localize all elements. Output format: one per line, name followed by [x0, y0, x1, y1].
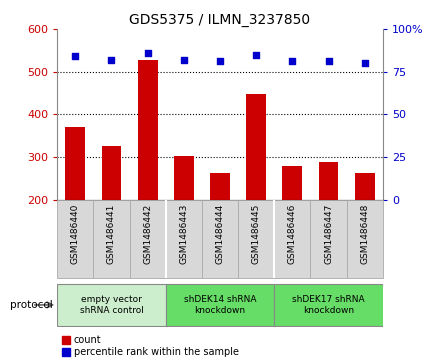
Bar [311, 200, 347, 278]
Bar [166, 200, 202, 278]
Bar [274, 284, 383, 326]
Bar [274, 200, 311, 278]
Bar [57, 200, 93, 278]
Text: GSM1486444: GSM1486444 [216, 204, 224, 264]
Bar [57, 284, 166, 326]
Legend: count, percentile rank within the sample: count, percentile rank within the sample [62, 335, 239, 357]
Point [361, 60, 368, 66]
Text: GSM1486442: GSM1486442 [143, 204, 152, 264]
Bar [166, 284, 274, 326]
Point [216, 58, 224, 64]
Bar [210, 173, 230, 200]
Title: GDS5375 / ILMN_3237850: GDS5375 / ILMN_3237850 [129, 13, 311, 26]
Bar [102, 146, 121, 200]
Text: GSM1486446: GSM1486446 [288, 204, 297, 264]
Text: protocol: protocol [10, 300, 53, 310]
Text: empty vector
shRNA control: empty vector shRNA control [80, 295, 143, 315]
Text: GSM1486441: GSM1486441 [107, 204, 116, 264]
Text: GSM1486440: GSM1486440 [71, 204, 80, 264]
Bar [93, 200, 129, 278]
Bar [174, 156, 194, 200]
Bar [238, 200, 274, 278]
Point [108, 57, 115, 63]
Bar [66, 127, 85, 200]
Bar [355, 173, 375, 200]
Bar [319, 162, 338, 200]
Text: GSM1486445: GSM1486445 [252, 204, 260, 264]
Text: GSM1486448: GSM1486448 [360, 204, 369, 264]
Point [144, 50, 151, 56]
Point [289, 58, 296, 64]
Text: shDEK17 shRNA
knockdown: shDEK17 shRNA knockdown [292, 295, 365, 315]
Point [180, 57, 187, 63]
Bar [129, 200, 166, 278]
Point [325, 58, 332, 64]
Text: GSM1486447: GSM1486447 [324, 204, 333, 264]
Bar [246, 94, 266, 200]
Bar [347, 200, 383, 278]
Bar [202, 200, 238, 278]
Bar [138, 60, 158, 200]
Bar [282, 166, 302, 200]
Point [72, 53, 79, 59]
Text: GSM1486443: GSM1486443 [180, 204, 188, 264]
Point [253, 52, 260, 57]
Text: shDEK14 shRNA
knockdown: shDEK14 shRNA knockdown [184, 295, 256, 315]
